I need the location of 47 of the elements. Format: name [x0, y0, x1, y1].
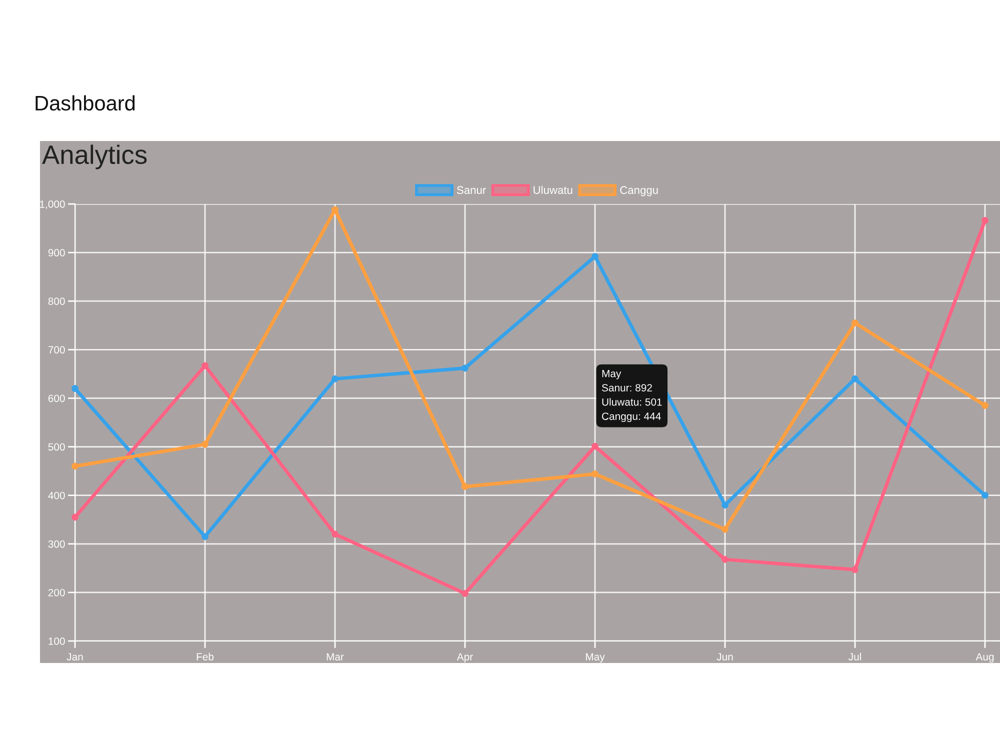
legend-label: Sanur [456, 186, 486, 194]
y-tick-label: 800 [48, 298, 65, 305]
point [722, 556, 728, 563]
point [982, 402, 988, 409]
point [982, 492, 988, 499]
point [462, 483, 468, 490]
x-tick-label: Apr [456, 653, 473, 663]
y-tick-label: 100 [48, 638, 65, 645]
y-tick-label: 600 [48, 394, 65, 402]
point [72, 514, 78, 521]
x-tick-label: Aug [976, 653, 994, 663]
x-tick-label: Jan [66, 653, 83, 660]
point [202, 362, 208, 370]
point [462, 364, 468, 372]
annotation: May Sanur: 892 Uluwatu: 501 Canggu: 444 [602, 370, 662, 422]
legend-label: Uluwatu [534, 186, 572, 194]
point [202, 440, 208, 448]
point [852, 375, 858, 382]
legend-label: Canggu [620, 186, 658, 196]
point [72, 462, 78, 470]
x-tick-label: Jun [716, 653, 733, 660]
point [462, 590, 468, 597]
point [332, 375, 338, 382]
x-tick-label: Mar [326, 653, 344, 660]
y-tick-label: 400 [48, 492, 65, 500]
point [722, 526, 728, 533]
x-tick-label: Feb [196, 652, 214, 660]
y-tick-label: 200 [48, 588, 65, 596]
point [592, 252, 598, 260]
y-tick-label: 300 [48, 540, 65, 548]
point [852, 319, 858, 326]
x-tick-label: May [586, 653, 605, 663]
y-tick-label: 700 [48, 346, 65, 354]
point [852, 566, 858, 574]
y-tick-label: 1,000 [40, 200, 65, 210]
point [332, 530, 338, 538]
y-tick-label: 900 [48, 249, 65, 256]
point [202, 533, 208, 540]
point [982, 217, 988, 224]
x-tick-label: Jul [848, 652, 861, 660]
y-tick-label: 500 [48, 443, 65, 451]
chart-subtitle: Analytics [42, 144, 147, 170]
point [72, 385, 78, 392]
point [592, 470, 598, 478]
chart-title: Dashboard [36, 95, 135, 111]
point [722, 502, 728, 509]
point [592, 442, 598, 450]
